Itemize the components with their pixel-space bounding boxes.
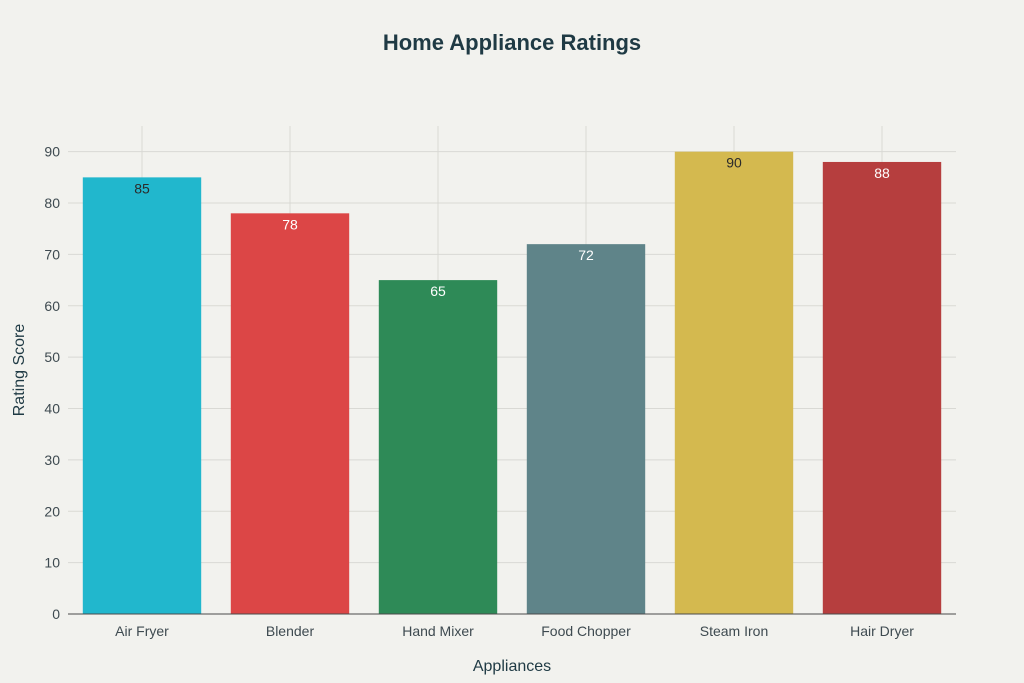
x-tick-label: Food Chopper [541, 623, 631, 639]
y-tick-label: 90 [44, 144, 60, 160]
bar [674, 151, 794, 614]
y-tick-label: 50 [44, 349, 60, 365]
y-axis-ticks: 0 10 20 30 40 50 60 70 80 90 [44, 144, 60, 622]
data-label: 65 [430, 283, 446, 299]
data-label: 78 [282, 216, 298, 232]
data-label: 88 [874, 165, 890, 181]
y-tick-label: 40 [44, 401, 60, 417]
bar [82, 177, 202, 615]
x-tick-label: Hair Dryer [850, 623, 914, 639]
data-labels: 85 78 65 72 90 88 [134, 155, 890, 299]
bars [82, 151, 942, 615]
y-tick-label: 60 [44, 298, 60, 314]
x-tick-label: Air Fryer [115, 623, 169, 639]
bar [378, 280, 498, 614]
bar [230, 213, 350, 615]
y-axis-title: Rating Score [11, 324, 28, 417]
y-tick-label: 0 [52, 606, 60, 622]
bar [526, 244, 646, 614]
x-tick-label: Blender [266, 623, 315, 639]
data-label: 90 [726, 155, 742, 171]
chart-title: Home Appliance Ratings [383, 30, 641, 55]
y-tick-label: 30 [44, 452, 60, 468]
y-tick-label: 20 [44, 503, 60, 519]
x-tick-label: Hand Mixer [402, 623, 474, 639]
y-tick-label: 80 [44, 195, 60, 211]
data-label: 85 [134, 180, 150, 196]
y-tick-label: 10 [44, 555, 60, 571]
x-axis-ticks: Air Fryer Blender Hand Mixer Food Chopper St… [115, 623, 914, 639]
x-tick-label: Steam Iron [700, 623, 768, 639]
data-label: 72 [578, 247, 594, 263]
y-tick-label: 70 [44, 246, 60, 262]
bar [822, 161, 942, 615]
x-axis-title: Appliances [473, 658, 551, 675]
